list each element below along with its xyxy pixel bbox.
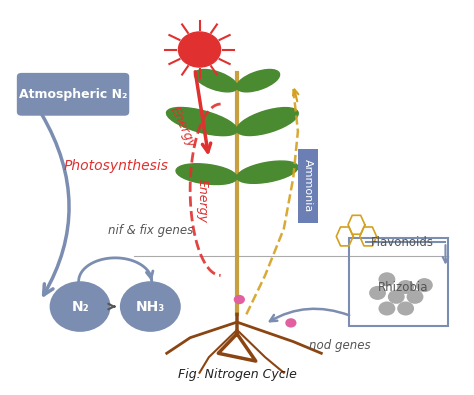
Text: Energy: Energy [168, 105, 198, 150]
Text: Energy: Energy [195, 179, 209, 223]
Ellipse shape [176, 164, 237, 184]
Circle shape [397, 301, 414, 316]
Circle shape [178, 32, 220, 67]
Text: Flavonoids: Flavonoids [371, 236, 434, 249]
Ellipse shape [237, 70, 280, 92]
Ellipse shape [237, 107, 298, 135]
FancyBboxPatch shape [17, 73, 129, 116]
Text: NH₃: NH₃ [136, 299, 165, 314]
Circle shape [407, 290, 423, 304]
Circle shape [397, 280, 414, 294]
Circle shape [120, 281, 181, 332]
Text: Ammonia: Ammonia [303, 159, 313, 213]
Text: nod genes: nod genes [309, 339, 371, 352]
Text: nif & fix genes: nif & fix genes [108, 224, 193, 237]
Circle shape [416, 278, 433, 292]
Text: Fig. Nitrogen Cycle: Fig. Nitrogen Cycle [178, 367, 296, 380]
Circle shape [50, 281, 110, 332]
Circle shape [369, 286, 386, 300]
FancyBboxPatch shape [298, 149, 318, 223]
Circle shape [285, 318, 297, 327]
Text: Photosynthesis: Photosynthesis [64, 159, 169, 173]
Ellipse shape [194, 70, 237, 92]
Circle shape [378, 272, 395, 286]
Circle shape [234, 295, 245, 304]
Text: Atmospheric N₂: Atmospheric N₂ [19, 88, 127, 101]
Text: N₂: N₂ [71, 299, 89, 314]
Text: Rhizobia: Rhizobia [377, 280, 428, 293]
Ellipse shape [166, 107, 237, 135]
Circle shape [388, 290, 405, 304]
Ellipse shape [237, 161, 298, 183]
Circle shape [378, 301, 395, 316]
